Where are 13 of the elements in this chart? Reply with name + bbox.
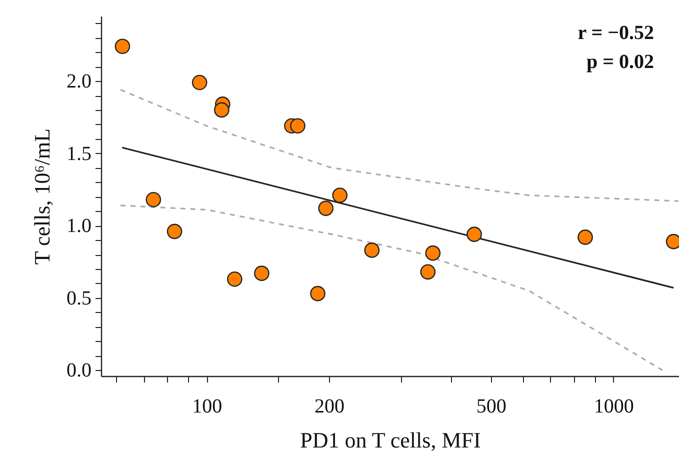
x-tick-label: 500 [476, 396, 506, 418]
y-tick-label: 0.0 [66, 360, 92, 382]
annotation: p = 0.02 [586, 51, 654, 73]
x-tick-label: 1000 [594, 396, 634, 418]
y-axis-title: T cells, 10⁶/mL [30, 128, 54, 265]
y-tick-label: 2.0 [66, 70, 92, 93]
y-tick-label: 0.5 [66, 287, 92, 310]
x-axis-title: PD1 on T cells, MFI [300, 428, 481, 452]
x-tick-label: 200 [314, 396, 345, 418]
y-tick-label: 1.5 [66, 142, 92, 165]
y-tick-label: 1.0 [66, 215, 92, 238]
annotation: r = −0.52 [578, 22, 654, 44]
x-tick-label: 100 [192, 396, 222, 418]
